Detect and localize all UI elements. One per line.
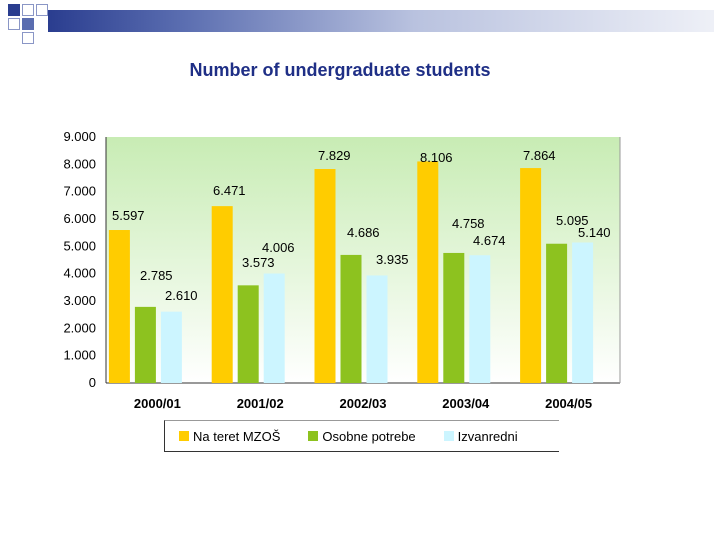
bar-osobne [546, 243, 568, 383]
data-label: 4.674 [473, 233, 506, 248]
data-label: 5.140 [578, 225, 611, 240]
y-tick-label: 6.000 [63, 211, 96, 226]
chart-legend: Na teret MZOŠ Osobne potrebe Izvanredni [164, 420, 559, 452]
data-label: 2.610 [165, 288, 198, 303]
bar-na-teret [211, 206, 233, 383]
x-tick-label: 2001/02 [237, 396, 284, 411]
x-tick-label: 2003/04 [442, 396, 490, 411]
legend-item-osobne: Osobne potrebe [308, 428, 416, 444]
bar-osobne [134, 306, 156, 383]
data-label: 3.573 [242, 255, 275, 270]
y-tick-label: 0 [89, 375, 96, 390]
y-tick-label: 5.000 [63, 238, 96, 253]
data-label: 8.106 [420, 150, 453, 165]
logo-squares [0, 0, 60, 60]
bar-na-teret [417, 161, 439, 383]
data-label: 6.471 [213, 183, 246, 198]
bar-na-teret [314, 169, 336, 383]
plot-area [106, 137, 620, 383]
data-label: 4.758 [452, 216, 485, 231]
bar-osobne [340, 254, 362, 383]
bar-na-teret [520, 168, 542, 383]
legend-swatch-osobne [308, 431, 319, 441]
y-tick-label: 2.000 [63, 320, 96, 335]
data-label: 4.006 [262, 240, 295, 255]
legend-label-osobne: Osobne potrebe [322, 428, 416, 444]
bar-osobne [237, 285, 259, 383]
bar-izvanredni [469, 255, 491, 383]
legend-item-izvanredni: Izvanredni [443, 428, 518, 444]
header-bar [48, 10, 714, 32]
data-label: 2.785 [140, 268, 173, 283]
y-tick-label: 4.000 [63, 266, 96, 281]
x-tick-label: 2000/01 [134, 396, 181, 411]
data-label: 7.829 [318, 148, 351, 163]
data-label: 4.686 [347, 225, 380, 240]
bar-izvanredni [366, 275, 388, 383]
data-label: 3.935 [376, 252, 409, 267]
data-label: 5.597 [112, 208, 145, 223]
bar-na-teret [108, 230, 130, 383]
y-tick-label: 9.000 [63, 129, 96, 144]
bar-izvanredni [160, 311, 182, 383]
legend-label-izvanredni: Izvanredni [457, 428, 518, 444]
y-tick-label: 3.000 [63, 293, 96, 308]
data-label: 7.864 [523, 148, 556, 163]
bar-izvanredni [263, 273, 285, 383]
y-tick-label: 8.000 [63, 156, 96, 171]
legend-swatch-izvanredni [443, 431, 454, 441]
x-tick-label: 2002/03 [340, 396, 387, 411]
bar-osobne [443, 252, 465, 383]
legend-item-na-teret: Na teret MZOŠ [179, 429, 280, 444]
legend-label-na-teret: Na teret MZOŠ [193, 428, 281, 444]
y-tick-label: 1.000 [63, 348, 96, 363]
bar-izvanredni [572, 242, 594, 383]
data-label: 5.095 [556, 213, 589, 228]
page-title: Number of undergraduate students [189, 60, 491, 80]
legend-swatch-na-teret [179, 431, 189, 441]
x-tick-label: 2004/05 [545, 396, 592, 411]
y-tick-label: 7.000 [63, 184, 96, 199]
